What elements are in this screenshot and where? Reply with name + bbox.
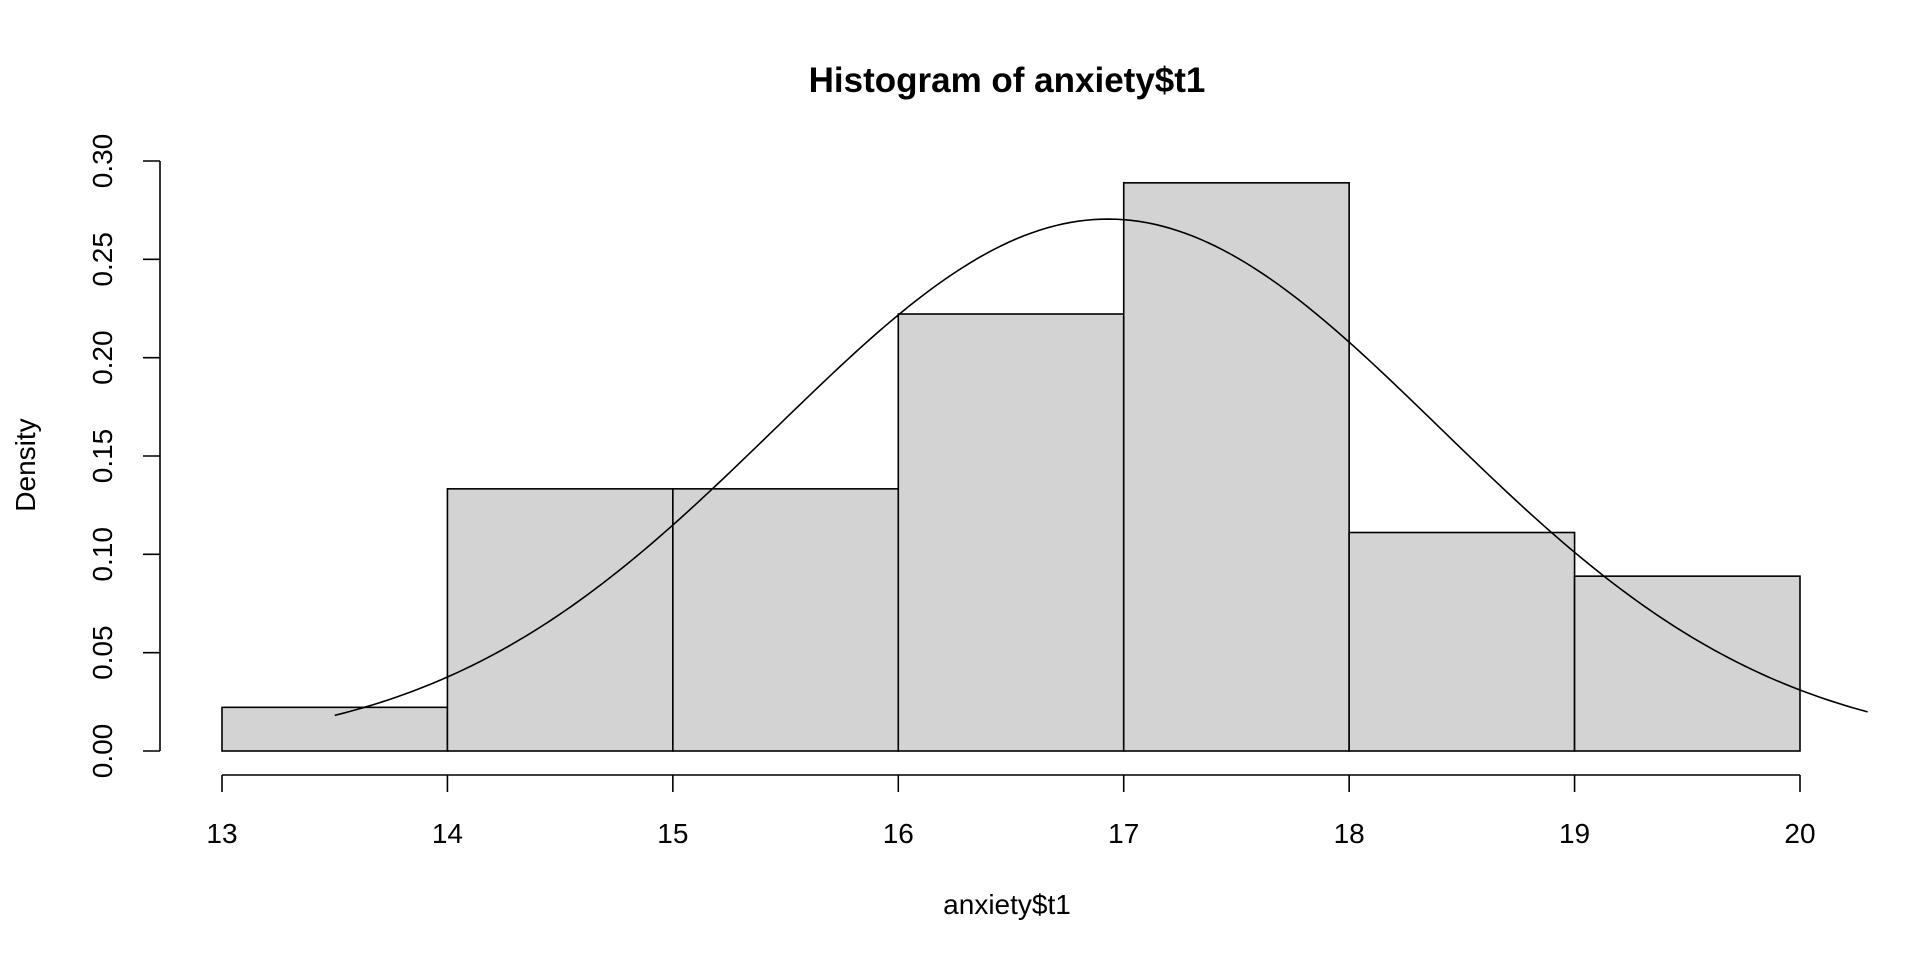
x-tick-label-6: 19 <box>1559 818 1590 849</box>
x-tick-label-5: 18 <box>1334 818 1365 849</box>
x-tick-label-2: 15 <box>657 818 688 849</box>
histogram-bar-1 <box>446 488 674 752</box>
histogram-bar-0 <box>221 706 449 752</box>
y-tick-label-4: 0.20 <box>87 330 118 385</box>
y-axis-label: Density <box>10 418 41 511</box>
histogram-bar-2 <box>672 488 900 752</box>
x-tick-label-7: 20 <box>1784 818 1815 849</box>
chart-title: Histogram of anxiety$t1 <box>809 61 1206 100</box>
y-tick-label-0: 0.00 <box>87 724 118 779</box>
y-tick-label-3: 0.15 <box>87 429 118 484</box>
x-tick-label-3: 16 <box>883 818 914 849</box>
y-axis: 0.00 0.05 0.10 0.15 0.20 0.25 0.30 <box>87 134 161 779</box>
x-axis: 13 14 15 16 17 18 19 20 <box>206 774 1816 849</box>
y-tick-label-6: 0.30 <box>87 134 118 189</box>
x-tick-label-0: 13 <box>206 818 237 849</box>
y-tick-label-2: 0.10 <box>87 527 118 582</box>
histogram-bar-6 <box>1573 575 1801 752</box>
histogram-bar-3 <box>897 313 1125 752</box>
histogram-bar-4 <box>1122 182 1350 752</box>
x-tick-label-1: 14 <box>432 818 463 849</box>
histogram-bar-5 <box>1348 531 1576 752</box>
x-tick-label-4: 17 <box>1108 818 1139 849</box>
histogram-bars <box>221 182 1801 752</box>
y-tick-label-1: 0.05 <box>87 625 118 680</box>
density-curve <box>334 218 1868 717</box>
x-axis-label: anxiety$t1 <box>943 889 1071 920</box>
y-tick-label-5: 0.25 <box>87 232 118 287</box>
